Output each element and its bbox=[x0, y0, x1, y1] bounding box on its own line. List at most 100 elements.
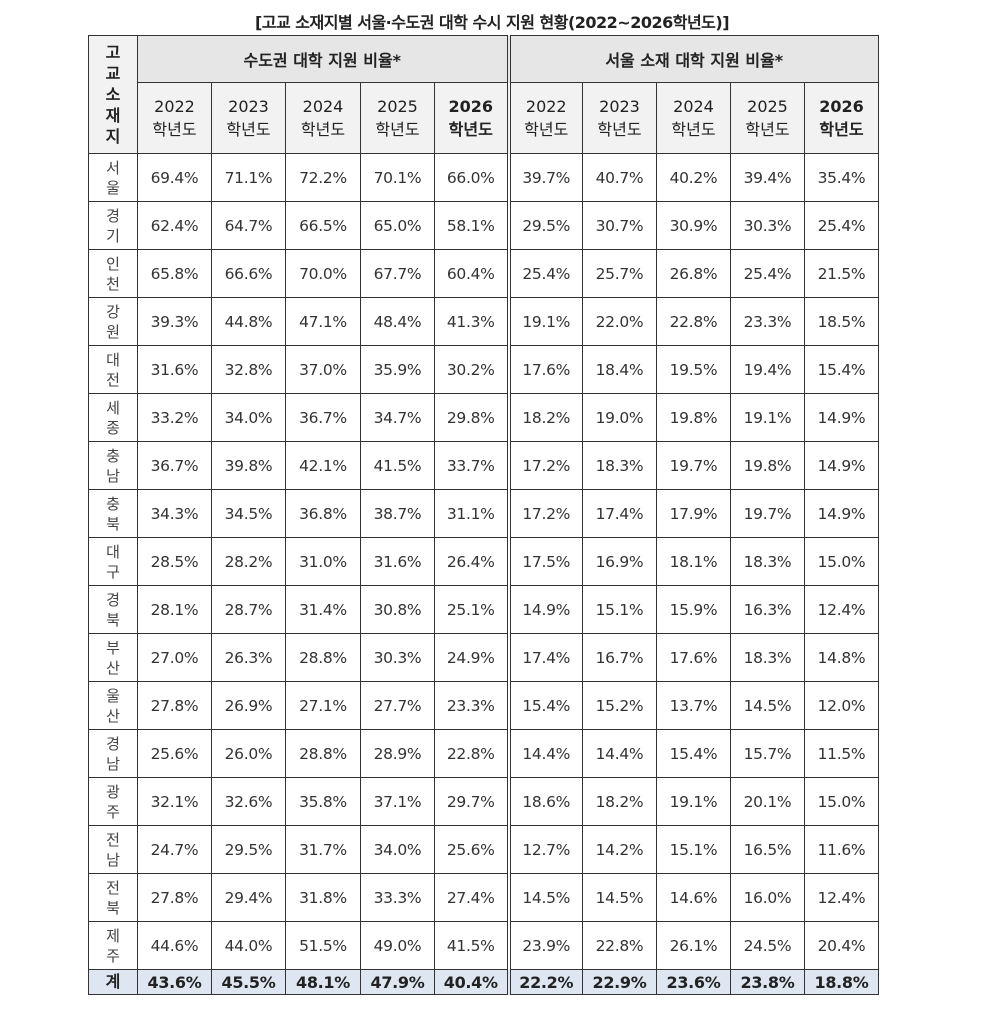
table-row: 세 종 33.2% 34.0% 36.7% 34.7% 29.8% 18.2% 19.0% 19.… bbox=[88, 393, 879, 442]
seoul-rate-cell: 19.8% bbox=[730, 441, 805, 490]
seoul-rate-cell: 16.0% bbox=[730, 873, 805, 922]
capital-rate-cell: 39.3% bbox=[137, 297, 212, 346]
capital-area-group-header: 수도권 대학 지원 비율* bbox=[137, 35, 511, 83]
capital-rate-cell: 28.9% bbox=[360, 729, 435, 778]
capital-rate-cell: 47.9% bbox=[360, 969, 435, 995]
capital-rate-cell: 33.2% bbox=[137, 393, 212, 442]
capital-rate-cell: 30.2% bbox=[434, 345, 511, 394]
capital-rate-cell: 41.5% bbox=[434, 921, 511, 970]
seoul-rate-cell: 14.4% bbox=[582, 729, 657, 778]
seoul-rate-cell: 18.5% bbox=[804, 297, 879, 346]
seoul-rate-cell: 23.9% bbox=[508, 921, 583, 970]
capital-rate-cell: 28.2% bbox=[211, 537, 286, 586]
capital-rate-cell: 60.4% bbox=[434, 249, 511, 298]
capital-rate-cell: 37.1% bbox=[360, 777, 435, 826]
seoul-rate-cell: 14.9% bbox=[508, 585, 583, 634]
capital-rate-cell: 28.8% bbox=[285, 729, 361, 778]
seoul-rate-cell: 19.4% bbox=[730, 345, 805, 394]
seoul-rate-cell: 19.7% bbox=[730, 489, 805, 538]
seoul-rate-cell: 17.6% bbox=[508, 345, 583, 394]
seoul-rate-cell: 22.8% bbox=[656, 297, 731, 346]
seoul-year-header-2023: 2023 학년도 bbox=[582, 82, 657, 154]
seoul-rate-cell: 19.5% bbox=[656, 345, 731, 394]
seoul-rate-cell: 18.4% bbox=[582, 345, 657, 394]
capital-rate-cell: 31.7% bbox=[285, 825, 361, 874]
seoul-rate-cell: 19.1% bbox=[656, 777, 731, 826]
seoul-rate-cell: 39.7% bbox=[508, 153, 583, 202]
capital-rate-cell: 47.1% bbox=[285, 297, 361, 346]
table-row: 경 북 28.1% 28.7% 31.4% 30.8% 25.1% 14.9% 15.1% 15.… bbox=[88, 585, 879, 634]
seoul-rate-cell: 14.9% bbox=[804, 393, 879, 442]
seoul-rate-cell: 23.3% bbox=[730, 297, 805, 346]
seoul-rate-cell: 26.1% bbox=[656, 921, 731, 970]
capital-rate-cell: 66.6% bbox=[211, 249, 286, 298]
seoul-rate-cell: 17.9% bbox=[656, 489, 731, 538]
seoul-rate-cell: 35.4% bbox=[804, 153, 879, 202]
seoul-rate-cell: 40.2% bbox=[656, 153, 731, 202]
table-row: 강 원 39.3% 44.8% 47.1% 48.4% 41.3% 19.1% 22.0% 22.… bbox=[88, 297, 879, 346]
capital-rate-cell: 25.6% bbox=[434, 825, 511, 874]
capital-rate-cell: 44.6% bbox=[137, 921, 212, 970]
seoul-rate-cell: 40.7% bbox=[582, 153, 657, 202]
capital-rate-cell: 36.7% bbox=[137, 441, 212, 490]
table-row: 충 북 34.3% 34.5% 36.8% 38.7% 31.1% 17.2% 17.4% 17.… bbox=[88, 489, 879, 538]
seoul-year-header-2025: 2025 학년도 bbox=[730, 82, 805, 154]
seoul-year-header-2026: 2026 학년도 bbox=[804, 82, 879, 154]
table-row: 인 천 65.8% 66.6% 70.0% 67.7% 60.4% 25.4% 25.7% 26.… bbox=[88, 249, 879, 298]
capital-rate-cell: 32.8% bbox=[211, 345, 286, 394]
seoul-rate-cell: 18.2% bbox=[508, 393, 583, 442]
capital-rate-cell: 34.0% bbox=[211, 393, 286, 442]
capital-rate-cell: 34.3% bbox=[137, 489, 212, 538]
seoul-rate-cell: 16.9% bbox=[582, 537, 657, 586]
capital-rate-cell: 35.9% bbox=[360, 345, 435, 394]
capital-rate-cell: 66.0% bbox=[434, 153, 511, 202]
seoul-rate-cell: 22.9% bbox=[582, 969, 657, 995]
seoul-rate-cell: 17.5% bbox=[508, 537, 583, 586]
seoul-rate-cell: 24.5% bbox=[730, 921, 805, 970]
table-row: 광 주 32.1% 32.6% 35.8% 37.1% 29.7% 18.6% 18.2% 19.… bbox=[88, 777, 879, 826]
seoul-rate-cell: 12.7% bbox=[508, 825, 583, 874]
region-header-label: 고교소재지 bbox=[105, 43, 121, 146]
seoul-rate-cell: 14.4% bbox=[508, 729, 583, 778]
capital-rate-cell: 30.3% bbox=[360, 633, 435, 682]
seoul-rate-cell: 18.8% bbox=[804, 969, 879, 995]
seoul-rate-cell: 15.9% bbox=[656, 585, 731, 634]
seoul-rate-cell: 25.4% bbox=[804, 201, 879, 250]
capital-rate-cell: 27.4% bbox=[434, 873, 511, 922]
seoul-rate-cell: 14.9% bbox=[804, 489, 879, 538]
seoul-rate-cell: 15.7% bbox=[730, 729, 805, 778]
capital-rate-cell: 69.4% bbox=[137, 153, 212, 202]
capital-rate-cell: 62.4% bbox=[137, 201, 212, 250]
table-row: 부 산 27.0% 26.3% 28.8% 30.3% 24.9% 17.4% 16.7% 17.… bbox=[88, 633, 879, 682]
seoul-rate-cell: 30.3% bbox=[730, 201, 805, 250]
capital-rate-cell: 67.7% bbox=[360, 249, 435, 298]
table-row: 전 남 24.7% 29.5% 31.7% 34.0% 25.6% 12.7% 14.2% 15.… bbox=[88, 825, 879, 874]
seoul-group-header: 서울 소재 대학 지원 비율* bbox=[508, 35, 879, 83]
capital-rate-cell: 24.7% bbox=[137, 825, 212, 874]
table-row: 대 구 28.5% 28.2% 31.0% 31.6% 26.4% 17.5% 16.9% 18.… bbox=[88, 537, 879, 586]
seoul-rate-cell: 14.2% bbox=[582, 825, 657, 874]
seoul-rate-cell: 15.4% bbox=[508, 681, 583, 730]
seoul-rate-cell: 15.4% bbox=[804, 345, 879, 394]
seoul-rate-cell: 17.6% bbox=[656, 633, 731, 682]
capital-rate-cell: 40.4% bbox=[434, 969, 511, 995]
capital-rate-cell: 33.7% bbox=[434, 441, 511, 490]
capital-rate-cell: 45.5% bbox=[211, 969, 286, 995]
capital-rate-cell: 30.8% bbox=[360, 585, 435, 634]
seoul-rate-cell: 39.4% bbox=[730, 153, 805, 202]
seoul-rate-cell: 12.4% bbox=[804, 873, 879, 922]
capital-rate-cell: 44.0% bbox=[211, 921, 286, 970]
capital-rate-cell: 66.5% bbox=[285, 201, 361, 250]
total-row: 계 43.6% 45.5% 48.1% 47.9% 40.4% 22.2% 22.9% 23.6… bbox=[88, 969, 879, 995]
capital-rate-cell: 31.4% bbox=[285, 585, 361, 634]
seoul-rate-cell: 30.7% bbox=[582, 201, 657, 250]
seoul-rate-cell: 30.9% bbox=[656, 201, 731, 250]
seoul-rate-cell: 16.3% bbox=[730, 585, 805, 634]
seoul-rate-cell: 17.2% bbox=[508, 441, 583, 490]
